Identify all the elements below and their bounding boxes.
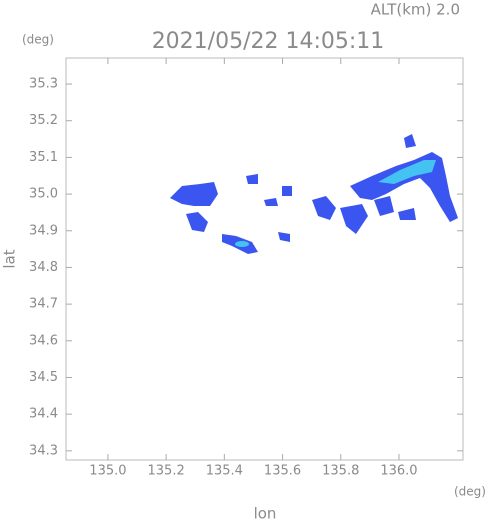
- echo: [282, 186, 292, 196]
- echo: [246, 174, 258, 184]
- y-tick-label: 34.7: [29, 297, 58, 312]
- x-tick-label: 136.0: [380, 464, 417, 479]
- echo: [235, 241, 249, 247]
- echo: [374, 196, 394, 216]
- echo: [186, 212, 208, 232]
- echo: [378, 160, 436, 184]
- y-axis-label: lat: [1, 249, 19, 268]
- y-tick-label: 35.1: [29, 150, 58, 165]
- x-tick-label: 135.4: [206, 464, 243, 479]
- y-tick-label: 35.2: [29, 113, 58, 128]
- y-tick-label: 34.4: [29, 407, 58, 422]
- x-axis-label: lon: [254, 505, 277, 522]
- altitude-label: ALT(km) 2.0: [371, 1, 460, 19]
- y-tick-label: 34.5: [29, 370, 58, 385]
- y-tick-label: 35.3: [29, 77, 58, 92]
- y-tick-label: 35.0: [29, 187, 58, 202]
- map-title: 2021/05/22 14:05:11: [152, 29, 385, 54]
- y-tick-label: 34.3: [29, 443, 58, 458]
- x-tick-label: 135.2: [148, 464, 185, 479]
- radar-echoes: [170, 134, 458, 254]
- echo: [404, 134, 416, 148]
- y-tick-label: 34.8: [29, 260, 58, 275]
- x-unit: (deg): [454, 485, 486, 499]
- echo: [340, 204, 368, 234]
- y-tick-label: 34.9: [29, 223, 58, 238]
- y-tick-label: 34.6: [29, 333, 58, 348]
- echo: [312, 196, 336, 220]
- x-tick-label: 135.0: [89, 464, 126, 479]
- y-unit: (deg): [22, 33, 54, 47]
- echo: [264, 198, 278, 206]
- echo: [398, 208, 416, 220]
- plot-frame: [65, 57, 464, 461]
- echo: [278, 232, 290, 242]
- x-tick-label: 135.6: [264, 464, 301, 479]
- echo: [170, 182, 218, 206]
- x-tick-label: 135.8: [322, 464, 359, 479]
